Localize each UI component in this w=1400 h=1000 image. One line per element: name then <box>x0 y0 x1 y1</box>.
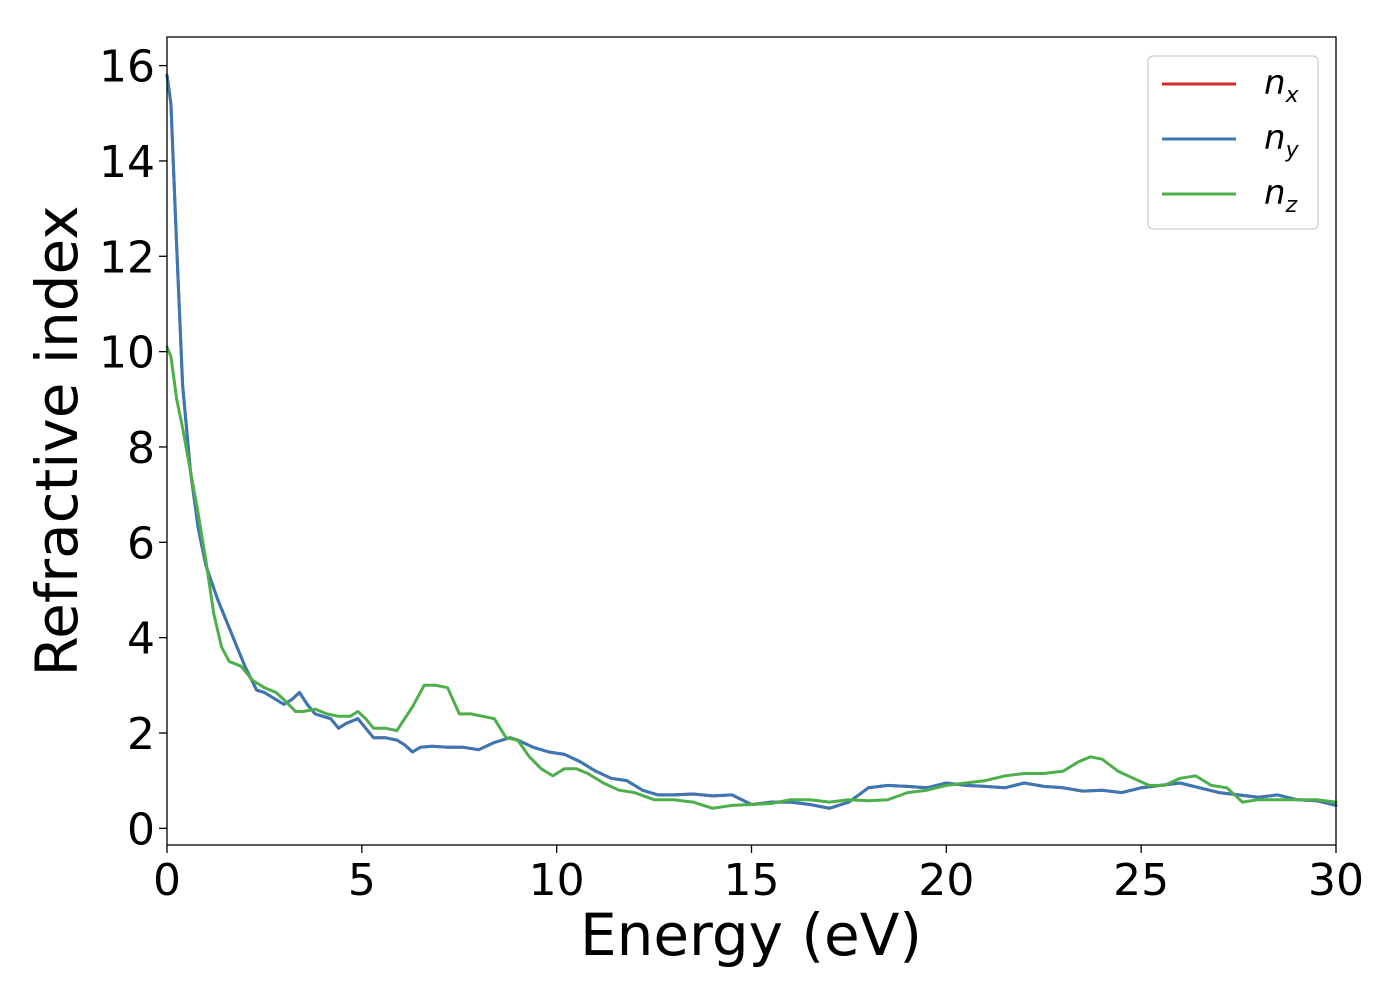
y-tick-label: 0 <box>127 804 155 855</box>
x-tick-label: 15 <box>724 855 780 906</box>
y-tick-label: 10 <box>99 328 155 379</box>
x-axis: 0 5 10 15 20 25 30 <box>153 845 1364 906</box>
y-tick-label: 6 <box>127 518 155 569</box>
x-tick-label: 30 <box>1308 855 1364 906</box>
series-line-nz <box>165 345 1338 810</box>
y-tick-label: 4 <box>127 614 155 665</box>
x-tick-label: 25 <box>1113 855 1169 906</box>
legend-label-ny: ny <box>1264 118 1300 163</box>
legend-label-nx: nx <box>1264 63 1300 108</box>
y-tick-label: 2 <box>127 709 155 760</box>
x-axis-label: Energy (eV) <box>580 901 922 969</box>
legend: nx ny nz <box>1147 55 1319 230</box>
y-tick-label: 12 <box>99 232 155 283</box>
y-tick-label: 8 <box>127 423 155 474</box>
x-tick-label: 5 <box>348 855 376 906</box>
y-tick-label: 16 <box>99 42 155 93</box>
series-layer <box>165 73 1338 810</box>
y-axis: 0 2 4 6 8 10 12 14 16 <box>99 42 167 855</box>
x-tick-label: 0 <box>153 855 181 906</box>
legend-label-nz: nz <box>1264 173 1298 218</box>
y-tick-label: 14 <box>99 137 155 188</box>
y-axis-label: Refractive index <box>23 205 91 676</box>
x-tick-label: 20 <box>918 855 974 906</box>
x-tick-label: 10 <box>529 855 585 906</box>
legend-box <box>1147 55 1319 230</box>
